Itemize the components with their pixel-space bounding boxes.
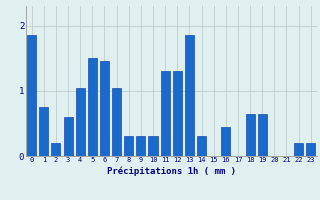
Bar bbox=[63, 117, 73, 156]
Bar bbox=[76, 88, 85, 156]
Bar bbox=[148, 136, 157, 156]
Bar bbox=[197, 136, 206, 156]
Bar bbox=[39, 107, 48, 156]
Bar bbox=[124, 136, 133, 156]
Bar bbox=[112, 88, 121, 156]
Bar bbox=[306, 143, 315, 156]
X-axis label: Précipitations 1h ( mm ): Précipitations 1h ( mm ) bbox=[107, 166, 236, 176]
Bar bbox=[221, 127, 230, 156]
Bar bbox=[161, 71, 170, 156]
Bar bbox=[245, 114, 255, 156]
Bar bbox=[100, 61, 109, 156]
Bar bbox=[52, 143, 60, 156]
Bar bbox=[294, 143, 303, 156]
Bar bbox=[88, 58, 97, 156]
Bar bbox=[136, 136, 145, 156]
Bar bbox=[258, 114, 267, 156]
Bar bbox=[173, 71, 182, 156]
Bar bbox=[27, 35, 36, 156]
Bar bbox=[185, 35, 194, 156]
